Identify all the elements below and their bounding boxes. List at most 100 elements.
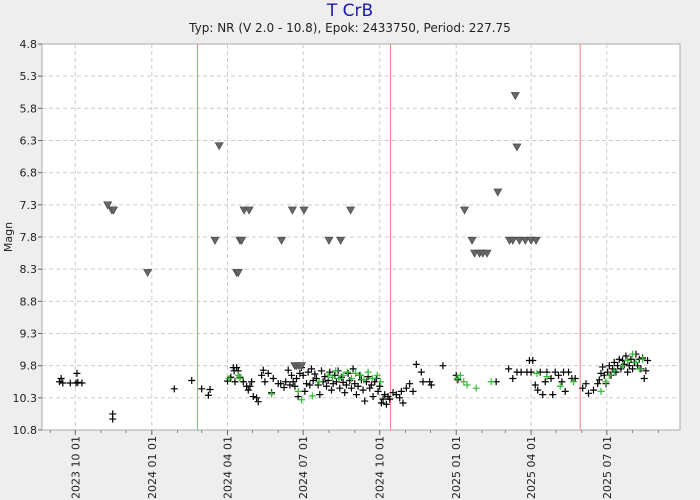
fainter-than-point bbox=[233, 269, 243, 277]
data-point bbox=[605, 362, 613, 370]
data-point bbox=[253, 394, 261, 402]
data-point bbox=[188, 376, 196, 384]
data-point bbox=[170, 385, 178, 393]
data-point bbox=[615, 355, 623, 363]
y-tick-label: 6.8 bbox=[20, 167, 38, 180]
fainter-than-point bbox=[493, 188, 503, 197]
data-point bbox=[254, 398, 262, 406]
data-point bbox=[427, 381, 435, 389]
data-point bbox=[373, 371, 381, 379]
data-point bbox=[291, 382, 299, 390]
data-point bbox=[619, 362, 627, 370]
fainter-than-point bbox=[324, 236, 334, 245]
data-point bbox=[454, 376, 462, 384]
data-point bbox=[280, 384, 288, 392]
data-point bbox=[453, 375, 461, 383]
data-point bbox=[579, 384, 587, 392]
data-point bbox=[339, 371, 347, 379]
data-point bbox=[627, 355, 635, 363]
y-tick-label: 9.8 bbox=[20, 360, 38, 373]
data-point bbox=[246, 382, 254, 390]
data-point bbox=[258, 371, 266, 379]
data-point bbox=[622, 352, 630, 360]
data-point bbox=[204, 391, 212, 399]
data-point bbox=[531, 381, 539, 389]
data-point bbox=[369, 393, 377, 401]
data-point bbox=[359, 386, 367, 394]
data-point bbox=[282, 378, 290, 386]
data-point bbox=[417, 368, 425, 376]
data-point bbox=[439, 362, 447, 370]
data-point bbox=[244, 386, 252, 394]
data-point bbox=[233, 364, 241, 372]
fainter-than-point bbox=[460, 206, 470, 215]
data-point bbox=[604, 368, 612, 376]
data-point bbox=[335, 375, 343, 383]
data-point bbox=[231, 378, 239, 386]
y-tick-label: 9.3 bbox=[20, 328, 38, 341]
y-tick-label: 6.3 bbox=[20, 135, 38, 148]
data-point bbox=[354, 382, 362, 390]
y-axis-label: Magn bbox=[2, 222, 15, 252]
data-point bbox=[382, 400, 390, 408]
fainter-than-point bbox=[482, 249, 492, 258]
fainter-than-point bbox=[336, 236, 346, 245]
data-point bbox=[277, 380, 285, 388]
x-tick-label: 2024 07 01 bbox=[297, 436, 310, 499]
y-tick-label: 5.3 bbox=[20, 70, 38, 83]
chart-subtitle: Typ: NR (V 2.0 - 10.8), Epok: 2433750, P… bbox=[189, 21, 511, 35]
data-point bbox=[109, 415, 117, 423]
data-point bbox=[347, 375, 355, 383]
data-point bbox=[321, 373, 329, 381]
data-point bbox=[374, 387, 382, 395]
data-point bbox=[342, 381, 350, 389]
data-point bbox=[328, 373, 336, 381]
data-point bbox=[249, 393, 257, 401]
data-point bbox=[298, 396, 306, 404]
fainter-than-point bbox=[520, 236, 530, 245]
data-point bbox=[582, 380, 590, 388]
data-point bbox=[314, 381, 322, 389]
fainter-than-point bbox=[346, 206, 356, 215]
data-point bbox=[472, 384, 480, 392]
data-point bbox=[264, 369, 272, 377]
data-point bbox=[635, 365, 643, 373]
data-point bbox=[534, 386, 542, 394]
data-point bbox=[536, 368, 544, 376]
data-point bbox=[341, 389, 349, 397]
data-point bbox=[397, 387, 405, 395]
data-point bbox=[644, 357, 652, 365]
data-point bbox=[322, 382, 330, 390]
data-point bbox=[293, 375, 301, 383]
data-point bbox=[324, 371, 332, 379]
fainter-than-point bbox=[143, 269, 153, 277]
data-point bbox=[366, 384, 374, 392]
data-point bbox=[327, 386, 335, 394]
data-point bbox=[198, 385, 206, 393]
y-tick-label: 7.8 bbox=[20, 231, 38, 244]
data-point bbox=[343, 368, 351, 376]
chart-title: T CrB bbox=[326, 1, 374, 21]
data-point bbox=[352, 369, 360, 377]
x-tick-label: 2024 04 01 bbox=[221, 436, 234, 499]
data-point bbox=[326, 368, 334, 376]
data-point bbox=[299, 371, 307, 379]
data-point bbox=[78, 379, 86, 387]
data-point bbox=[589, 386, 597, 394]
data-point bbox=[399, 399, 407, 407]
data-point bbox=[248, 378, 256, 386]
data-point bbox=[463, 381, 471, 389]
fainter-than-point bbox=[508, 236, 518, 245]
data-point bbox=[527, 368, 535, 376]
data-point bbox=[225, 375, 233, 383]
data-point bbox=[533, 369, 541, 377]
data-point bbox=[620, 360, 628, 368]
y-tick-label: 7.3 bbox=[20, 199, 38, 212]
data-point bbox=[629, 350, 637, 358]
data-point bbox=[349, 365, 357, 373]
fainter-than-point bbox=[237, 236, 247, 245]
data-point bbox=[269, 375, 277, 383]
x-tick-label: 2023 10 01 bbox=[69, 436, 82, 499]
data-point bbox=[594, 380, 602, 388]
